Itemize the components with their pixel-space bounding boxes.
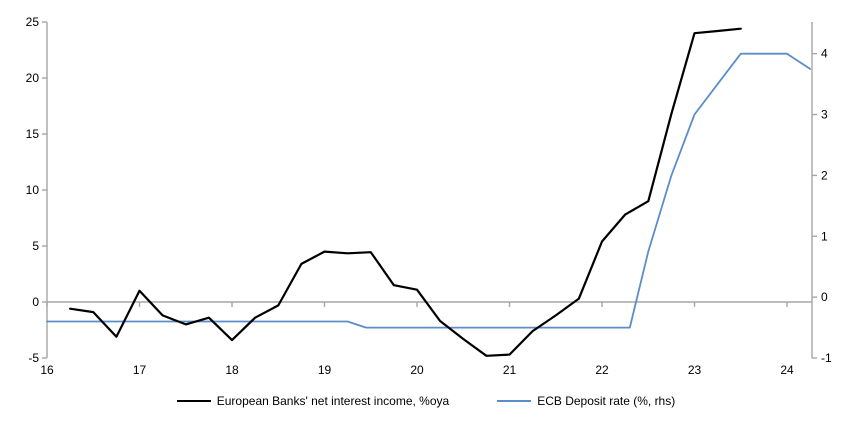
- ecb-legend-label: ECB Deposit rate (%, rhs): [537, 394, 676, 408]
- right-axis-tick-label: 4: [821, 47, 828, 61]
- left-axis-tick-label: 5: [32, 239, 39, 253]
- x-axis-tick-label: 17: [133, 363, 147, 377]
- ecb-deposit-rate-swatch: [497, 400, 532, 402]
- x-axis-tick-label: 23: [688, 363, 702, 377]
- left-axis-tick-label: 25: [26, 15, 40, 29]
- left-axis-tick-label: 20: [26, 71, 40, 85]
- left-axis-tick-label: 15: [26, 127, 40, 141]
- x-axis-tick-label: 19: [318, 363, 332, 377]
- legend: European Banks' net interest income, %oy…: [0, 394, 852, 408]
- x-axis-tick-label: 24: [780, 363, 794, 377]
- x-axis-tick-label: 22: [595, 363, 609, 377]
- right-axis-tick-label: -1: [821, 351, 832, 365]
- right-axis-tick-label: 3: [821, 108, 828, 122]
- right-axis-tick-label: 0: [821, 290, 828, 304]
- x-axis-tick-label: 16: [40, 363, 54, 377]
- nii-legend-label: European Banks' net interest income, %oy…: [216, 394, 450, 408]
- x-axis-tick-label: 21: [503, 363, 517, 377]
- ecb-line: [46, 52, 811, 329]
- right-axis-tick-label: 2: [821, 168, 828, 182]
- left-axis-tick-label: 0: [32, 295, 39, 309]
- x-axis-tick-label: 20: [410, 363, 424, 377]
- x-axis-tick-label: 18: [225, 363, 239, 377]
- left-axis-tick-label: -5: [28, 351, 39, 365]
- left-axis-tick-label: 10: [26, 183, 40, 197]
- nii-line: [68, 27, 742, 357]
- legend-item-ecb: ECB Deposit rate (%, rhs): [497, 394, 675, 408]
- right-axis-tick-label: 1: [821, 229, 828, 243]
- nii-line-swatch: [176, 400, 211, 402]
- legend-item-nii: European Banks' net interest income, %oy…: [176, 394, 450, 408]
